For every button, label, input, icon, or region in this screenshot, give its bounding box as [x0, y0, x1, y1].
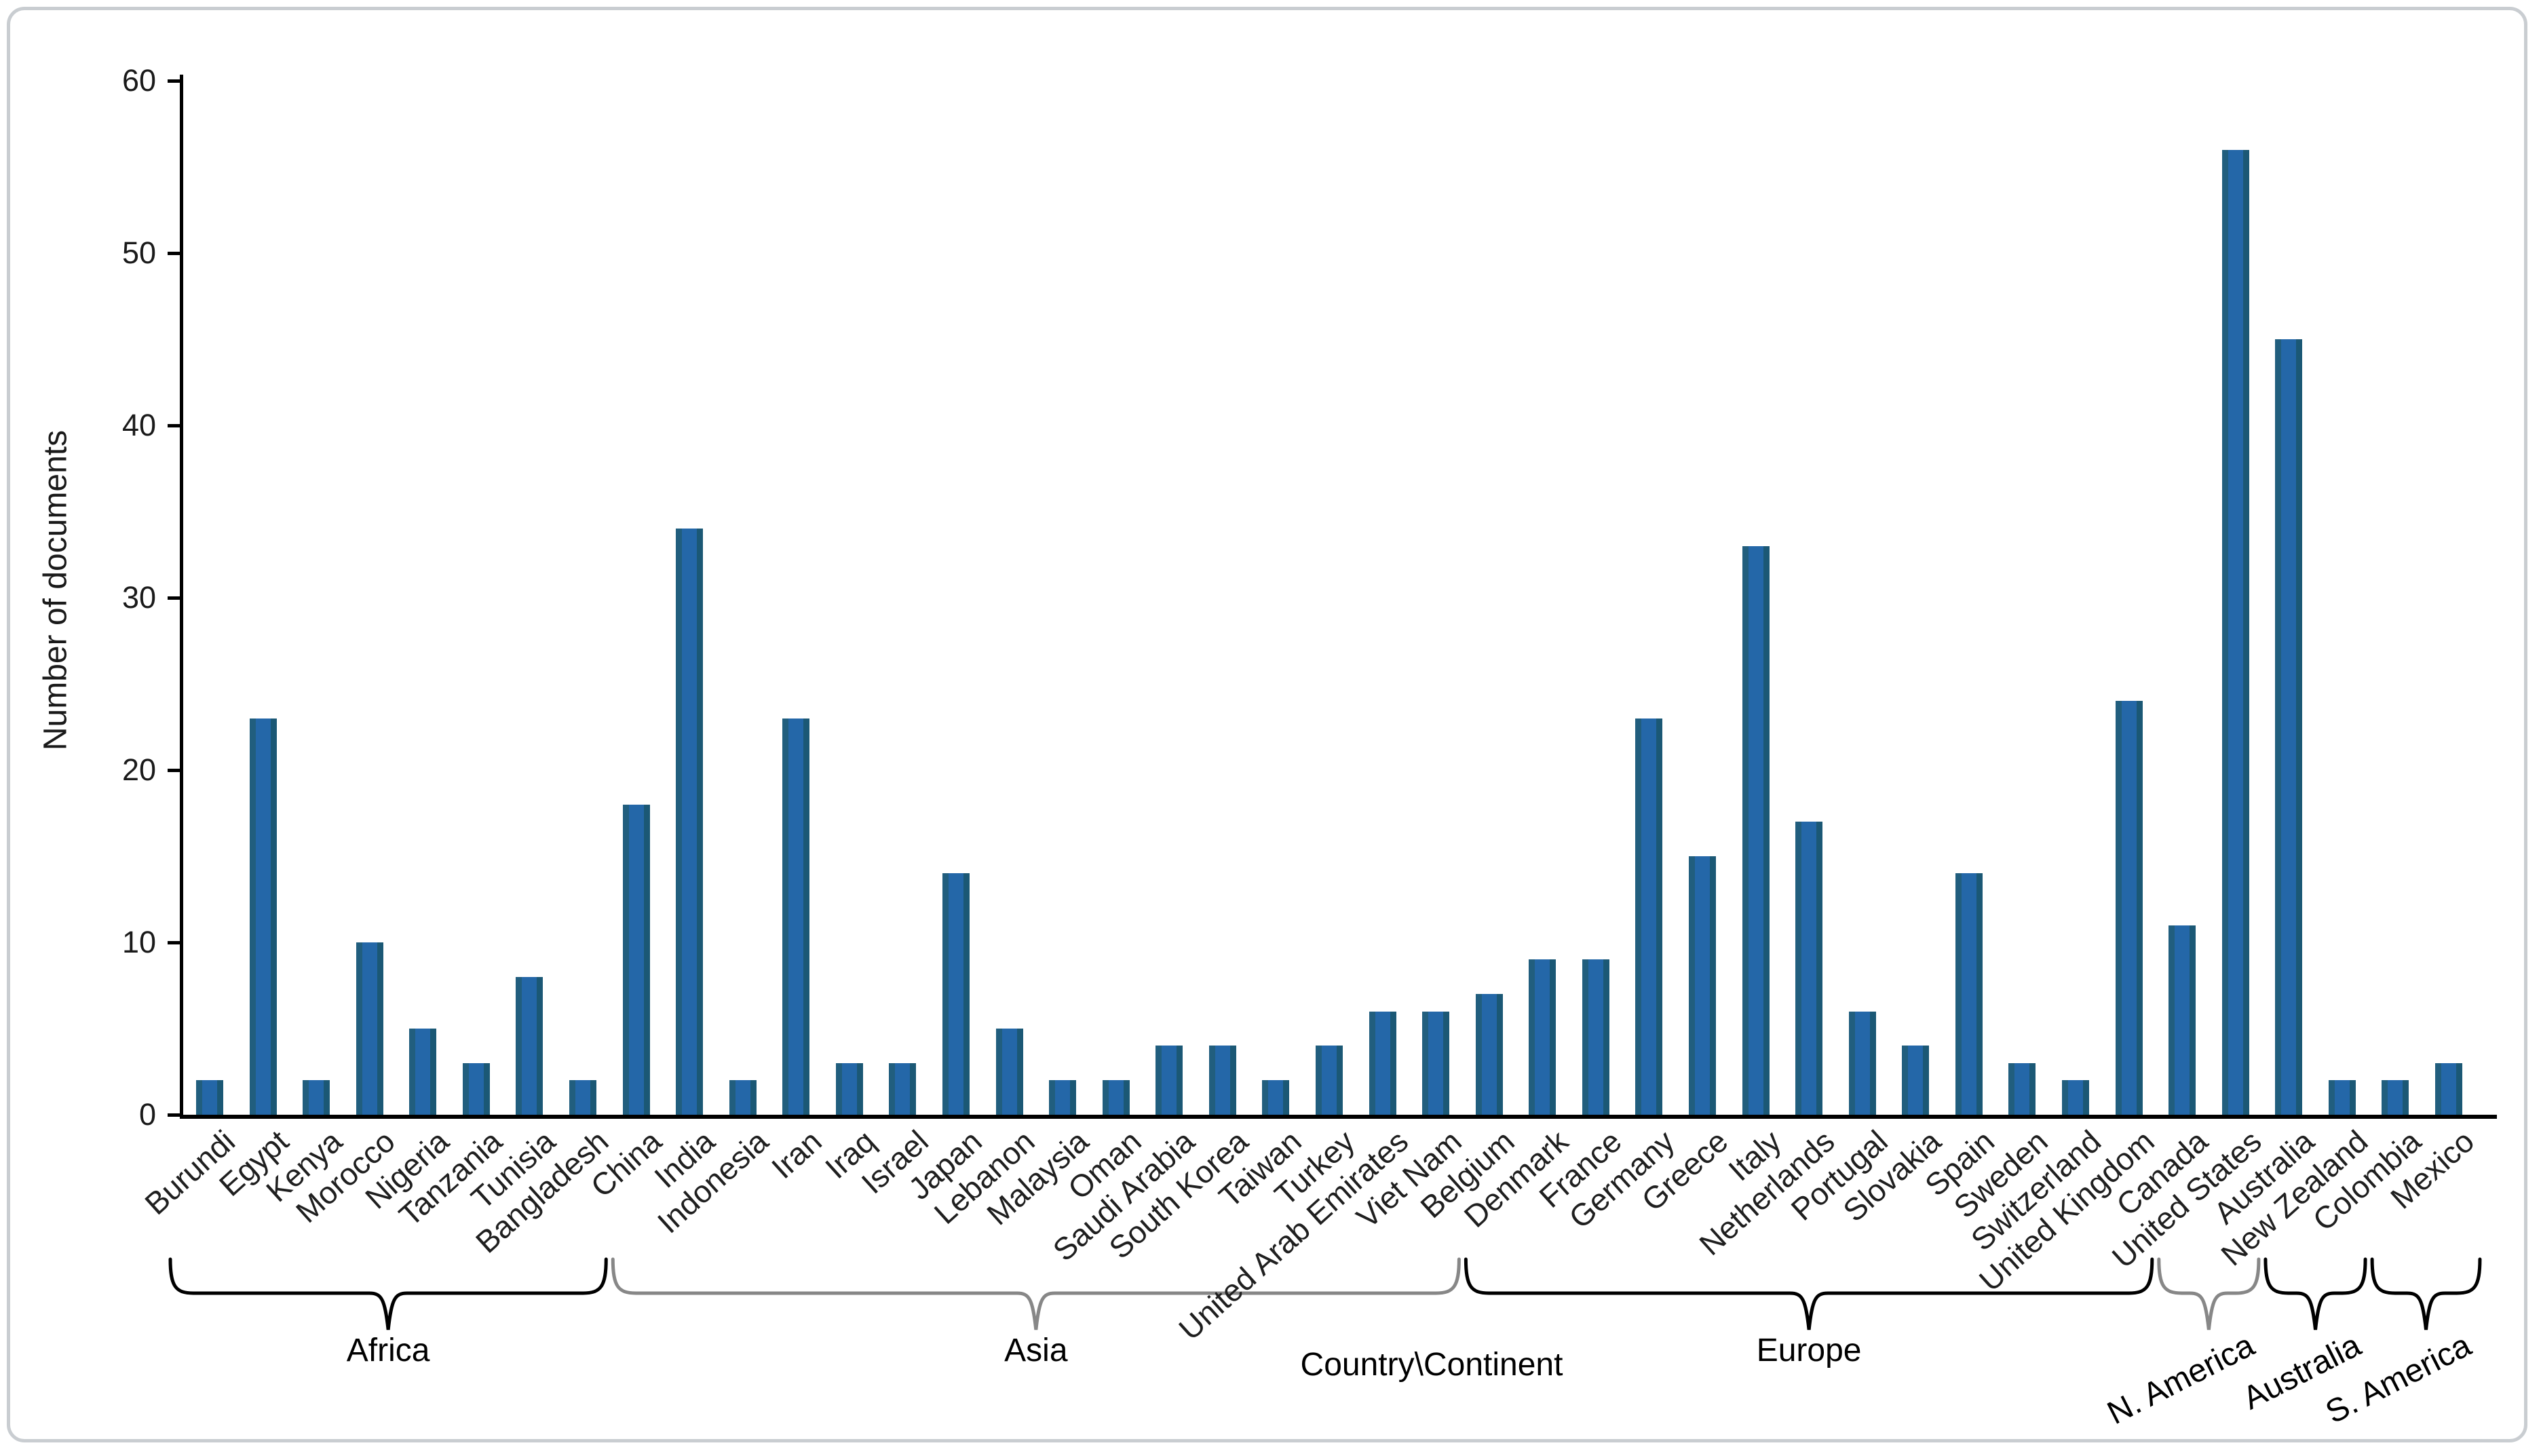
bar-new-zealand — [2328, 1080, 2356, 1115]
y-tick-mark — [168, 769, 180, 772]
bar-iraq — [835, 1062, 863, 1115]
bar-viet-nam — [1422, 1011, 1450, 1115]
bar-tunisia — [516, 976, 543, 1115]
brace-australia — [2263, 1257, 2367, 1330]
bar-slovakia — [1902, 1046, 1930, 1115]
bar-spain — [1955, 873, 1983, 1115]
brace-europe — [1464, 1257, 2154, 1330]
y-tick-mark — [168, 1113, 180, 1117]
bar-italy — [1742, 545, 1770, 1115]
bar-israel — [889, 1062, 917, 1115]
bar-denmark — [1529, 959, 1556, 1115]
y-tick-label: 10 — [121, 925, 156, 959]
bar-saudi-arabia — [1155, 1046, 1183, 1115]
bar-colombia — [2382, 1080, 2409, 1115]
bar-china — [622, 804, 650, 1115]
bar-bangladesh — [569, 1080, 596, 1115]
y-tick-label: 60 — [121, 63, 156, 98]
bar-india — [676, 529, 704, 1115]
y-tick-mark — [168, 596, 180, 600]
y-tick-mark — [168, 424, 180, 427]
y-tick-label: 50 — [121, 235, 156, 270]
group-label-europe: Europe — [1756, 1333, 1862, 1368]
bar-australia — [2275, 339, 2303, 1115]
bar-mexico — [2434, 1062, 2462, 1115]
bar-oman — [1102, 1080, 1130, 1115]
bar-nigeria — [409, 1029, 437, 1115]
brace-africa — [168, 1257, 608, 1330]
bar-united-arab-emirates — [1369, 1011, 1396, 1115]
bar-japan — [942, 873, 970, 1115]
bar-turkey — [1315, 1046, 1343, 1115]
bar-belgium — [1475, 994, 1503, 1115]
bar-indonesia — [729, 1080, 757, 1115]
bar-egypt — [249, 718, 277, 1115]
bar-united-kingdom — [2115, 701, 2143, 1115]
brace-asia — [611, 1257, 1461, 1330]
bar-sweden — [2008, 1062, 2036, 1115]
group-label-asia: Asia — [1004, 1333, 1068, 1368]
y-tick-mark — [168, 79, 180, 83]
y-tick-label: 20 — [121, 752, 156, 787]
y-tick-label: 0 — [138, 1097, 156, 1132]
bar-germany — [1635, 718, 1663, 1115]
bar-canada — [2169, 925, 2196, 1115]
bar-burundi — [196, 1080, 223, 1115]
bar-south-korea — [1208, 1046, 1236, 1115]
bar-iran — [782, 718, 810, 1115]
bar-greece — [1688, 856, 1716, 1115]
bar-france — [1582, 959, 1609, 1115]
chart-frame-border — [7, 7, 2527, 1442]
y-tick-label: 30 — [121, 580, 156, 615]
bar-lebanon — [995, 1029, 1023, 1115]
brace-n-america — [2157, 1257, 2261, 1330]
y-tick-label: 40 — [121, 408, 156, 442]
bar-netherlands — [1795, 822, 1823, 1115]
bar-kenya — [303, 1080, 330, 1115]
bar-switzerland — [2061, 1080, 2089, 1115]
y-axis-line — [180, 75, 183, 1117]
group-label-africa: Africa — [346, 1333, 430, 1368]
y-tick-mark — [168, 941, 180, 944]
brace-s-america — [2370, 1257, 2482, 1330]
bar-portugal — [1848, 1011, 1876, 1115]
bar-tanzania — [462, 1062, 490, 1115]
bar-united-states — [2221, 149, 2249, 1115]
y-tick-mark — [168, 252, 180, 255]
bar-morocco — [356, 942, 383, 1115]
bar-taiwan — [1262, 1080, 1290, 1115]
bar-malaysia — [1049, 1080, 1077, 1115]
x-axis-line — [180, 1115, 2497, 1119]
x-axis-title: Country\Continent — [1300, 1347, 1563, 1383]
